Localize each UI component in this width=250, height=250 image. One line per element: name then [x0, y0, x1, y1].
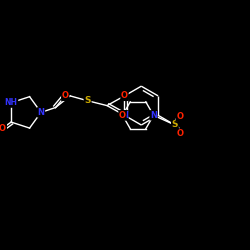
Text: N: N — [38, 108, 44, 117]
Text: N: N — [150, 111, 157, 120]
Text: O: O — [62, 92, 69, 100]
Text: N: N — [121, 111, 128, 120]
Text: O: O — [121, 92, 128, 100]
Text: S: S — [84, 96, 91, 105]
Text: O: O — [176, 129, 183, 138]
Text: S: S — [172, 120, 178, 130]
Text: O: O — [119, 111, 126, 120]
Text: NH: NH — [5, 98, 18, 107]
Text: O: O — [0, 124, 5, 134]
Text: O: O — [176, 112, 183, 121]
